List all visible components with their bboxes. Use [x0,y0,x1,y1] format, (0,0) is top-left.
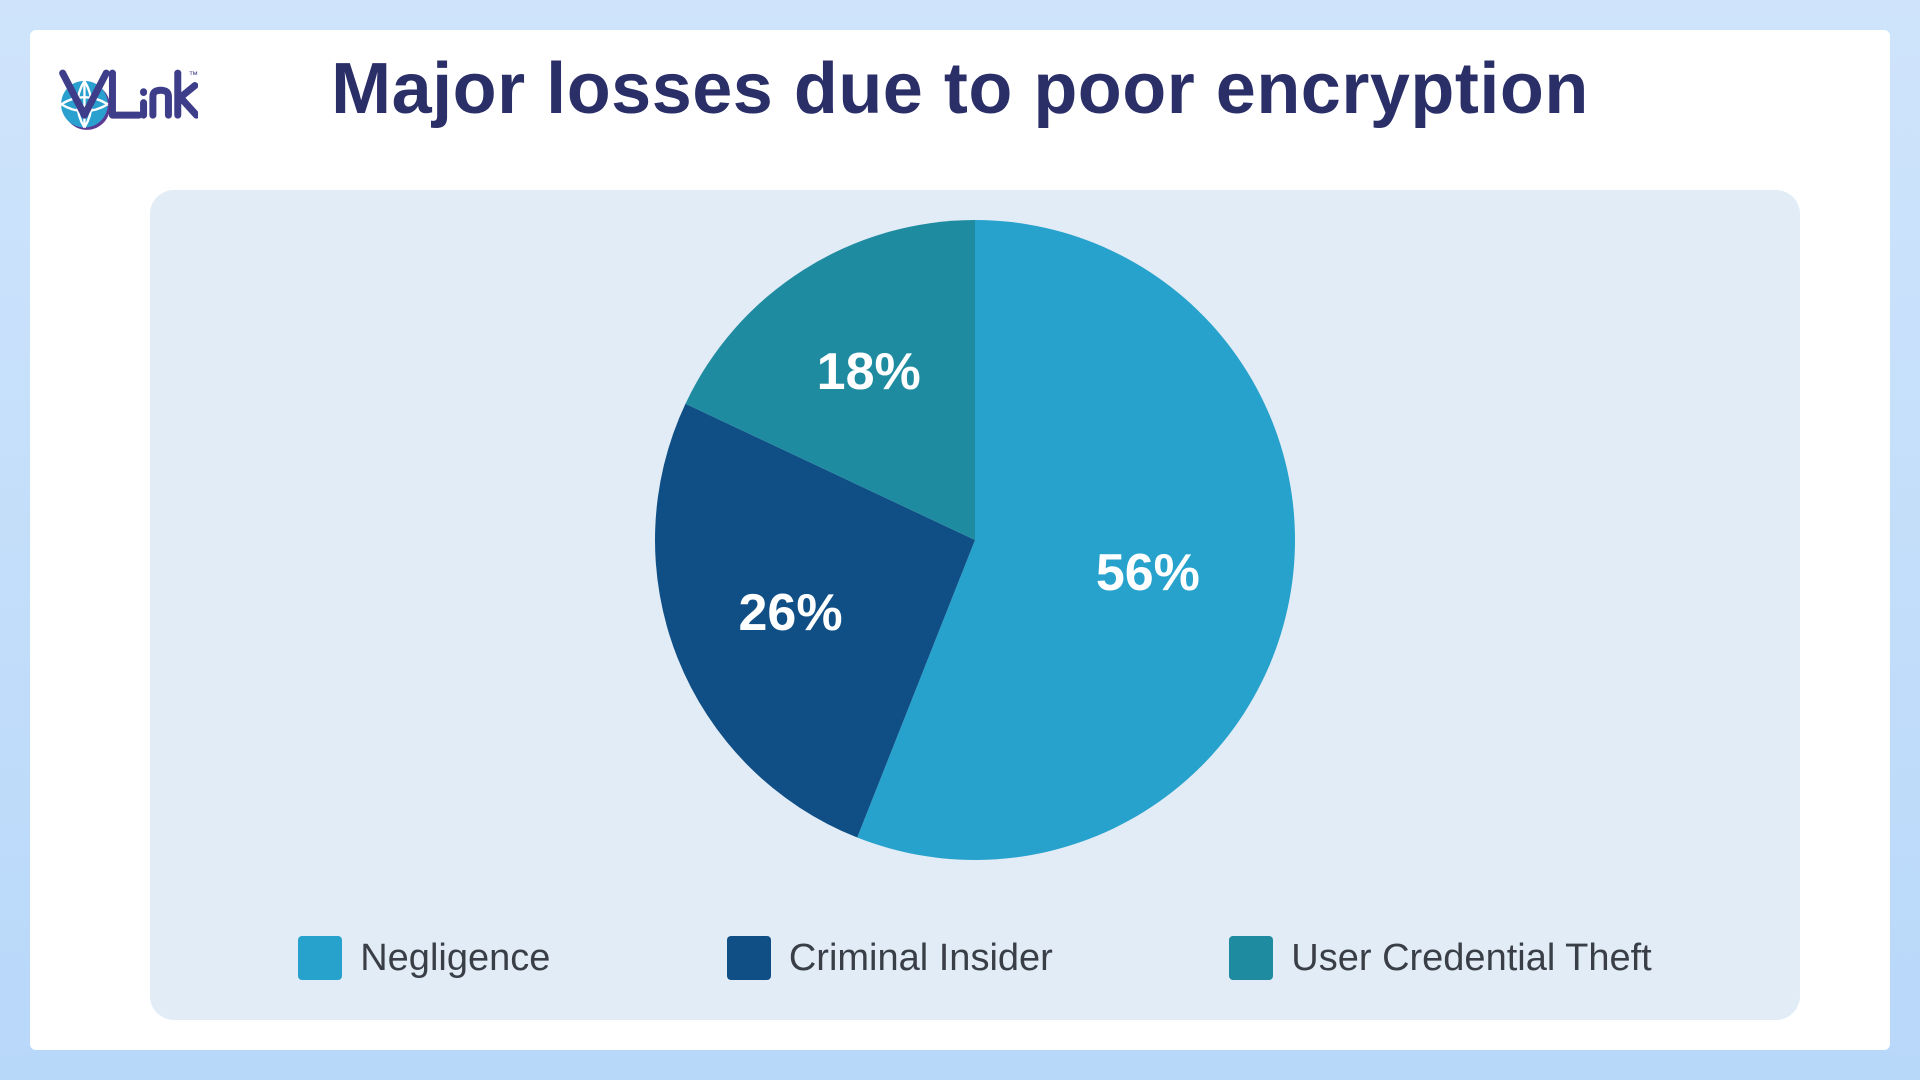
chart-title: Major losses due to poor encryption [30,48,1890,130]
legend-item-criminal_insider: Criminal Insider [727,936,1053,980]
legend-label-user_cred_theft: User Credential Theft [1291,937,1651,980]
legend: Negligence Criminal Insider User Credentia… [150,936,1800,980]
legend-item-negligence: Negligence [298,936,550,980]
card: ™ Major losses due to poor encryption 56… [30,30,1890,1050]
frame-gradient: ™ Major losses due to poor encryption 56… [0,0,1920,1080]
legend-swatch-criminal_insider [727,936,771,980]
legend-item-user_cred_theft: User Credential Theft [1229,936,1651,980]
legend-swatch-negligence [298,936,342,980]
chart-panel: 56%26%18% Negligence Criminal Insider User… [150,190,1800,1020]
legend-swatch-user_cred_theft [1229,936,1273,980]
legend-label-negligence: Negligence [360,937,550,980]
pie-svg [655,220,1295,860]
pie-chart: 56%26%18% [655,220,1295,860]
legend-label-criminal_insider: Criminal Insider [789,937,1053,980]
